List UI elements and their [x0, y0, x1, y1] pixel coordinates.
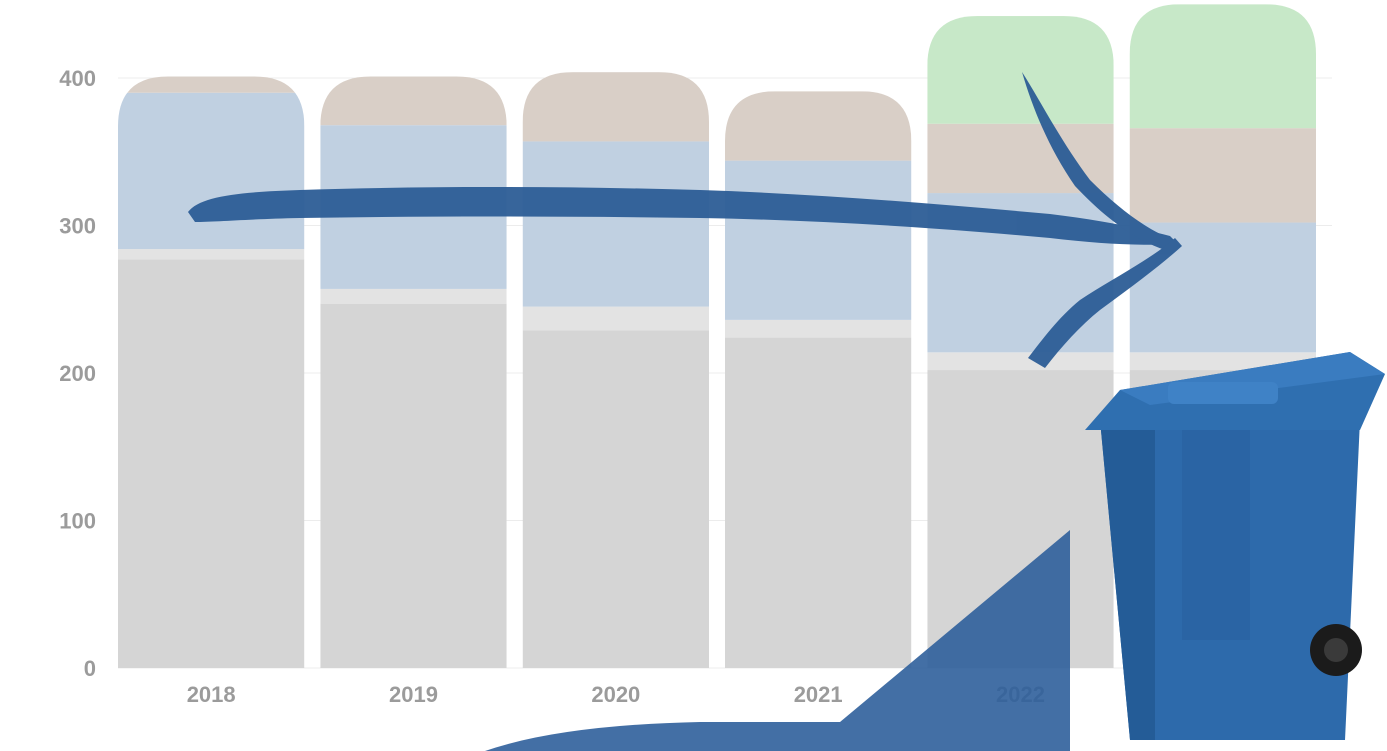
y-tick-label: 300	[59, 214, 96, 239]
bar-segment-gray	[522, 330, 709, 668]
bar-segment-blue	[118, 92, 305, 250]
bar-segment-lightgray	[522, 306, 709, 331]
wheeled-recycling-bin-icon	[1085, 352, 1385, 740]
bar-segment-gray	[725, 337, 912, 668]
bar-segment-green	[1129, 4, 1316, 129]
bar-segment-tan	[522, 72, 709, 142]
bar-2018	[118, 76, 305, 668]
bar-segment-gray	[118, 259, 305, 668]
bar-segment-tan	[118, 76, 305, 93]
decorative-wedge-shape	[485, 530, 1070, 751]
x-tick-label: 2020	[591, 682, 640, 707]
bar-2022	[927, 16, 1114, 668]
y-tick-label: 400	[59, 66, 96, 91]
bar-2021	[725, 91, 912, 668]
bar-segment-tan	[1129, 128, 1316, 223]
bar-2019	[320, 76, 507, 668]
bar-segment-lightgray	[725, 319, 912, 338]
bar-2020	[522, 72, 709, 668]
bar-segment-lightgray	[118, 249, 305, 260]
y-tick-label: 0	[84, 656, 96, 681]
x-tick-label: 2018	[187, 682, 236, 707]
x-axis-ticks: 20182019202020212022	[187, 682, 1045, 707]
x-tick-label: 2021	[794, 682, 843, 707]
bar-segment-tan	[725, 91, 912, 161]
y-tick-label: 100	[59, 509, 96, 534]
bar-segment-lightgray	[927, 352, 1114, 371]
y-axis-ticks: 0 100 200 300 400	[59, 66, 96, 681]
bar-segment-blue	[725, 160, 912, 320]
y-tick-label: 200	[59, 361, 96, 386]
x-tick-label: 2019	[389, 682, 438, 707]
bar-segment-lightgray	[320, 288, 507, 304]
bar-segment-green	[927, 16, 1114, 124]
hand-drawn-arrow-icon	[188, 72, 1182, 368]
bar-segment-gray	[320, 303, 507, 668]
bar-segment-tan	[320, 76, 507, 126]
bar-segment-blue	[522, 141, 709, 307]
